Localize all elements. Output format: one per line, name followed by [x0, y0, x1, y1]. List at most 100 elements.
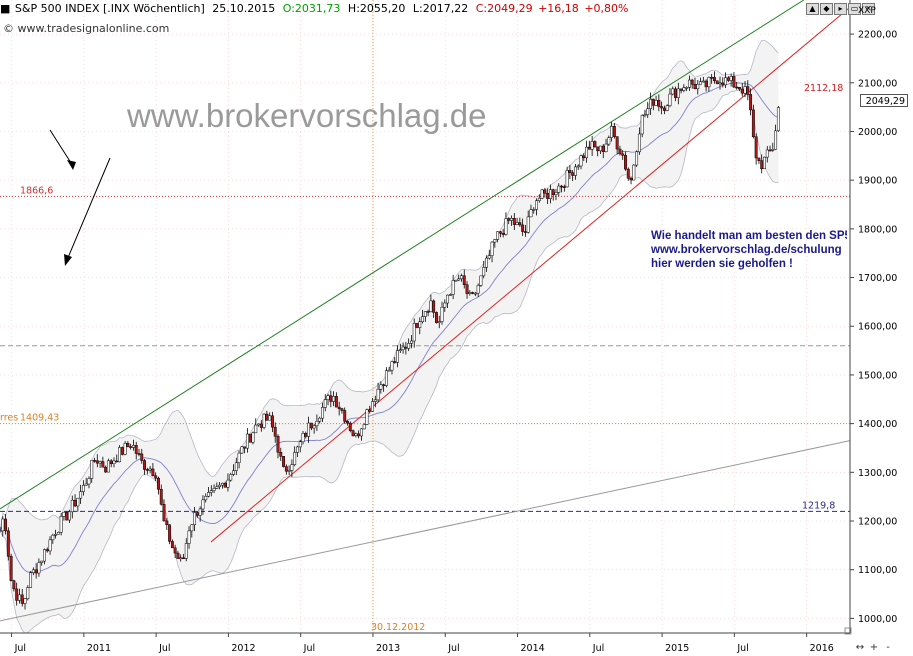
nav-close-button[interactable]: ✕	[862, 3, 875, 15]
candle-body	[465, 284, 469, 294]
header-change: +16,18	[538, 2, 579, 15]
y-tick-label: 2000,00	[858, 127, 897, 138]
candle-body	[157, 477, 160, 490]
candle-body	[229, 474, 233, 481]
candle-body	[326, 395, 330, 400]
candle-body	[162, 504, 166, 522]
candle-body	[273, 426, 277, 437]
candle-body	[396, 350, 399, 363]
candle-body	[307, 422, 311, 437]
candle-body	[126, 443, 130, 447]
candle-body	[234, 462, 238, 471]
candle-body	[215, 486, 219, 489]
candle-body	[309, 422, 313, 429]
candle-body	[95, 460, 99, 464]
arrow-head	[67, 160, 76, 170]
candle-body	[526, 216, 530, 233]
moving-average	[0, 82, 779, 573]
candle-body	[54, 534, 58, 536]
nav-forward-button[interactable]: ▸	[834, 3, 847, 15]
candle-body	[768, 149, 772, 152]
candle-body	[56, 531, 60, 535]
candle-body	[368, 409, 372, 412]
y-tick-label: 2100,00	[858, 78, 897, 89]
candle-body	[482, 267, 486, 277]
candle-body	[140, 453, 144, 461]
candle-body	[168, 524, 172, 542]
candle-body	[318, 417, 322, 422]
candle-body	[751, 109, 755, 138]
candle-body	[473, 292, 477, 295]
x-tick-label: 2016	[810, 643, 834, 654]
lower-band	[0, 90, 779, 634]
candle-body	[423, 311, 427, 317]
candle-body	[182, 557, 185, 560]
instrument-name: S&P 500 INDEX [.INX Wöchentlich]	[14, 2, 205, 15]
candle-body	[732, 76, 736, 88]
candle-body	[535, 200, 538, 210]
candle-body	[404, 346, 408, 349]
candle-body	[548, 189, 552, 199]
x-tick-label: 2011	[87, 643, 111, 654]
candle-body	[390, 361, 394, 371]
candle-body	[446, 294, 450, 304]
candle-body	[610, 126, 614, 138]
candle-body	[304, 433, 308, 437]
nav-diamond-button[interactable]: ◆	[820, 3, 833, 15]
candle-body	[560, 185, 564, 188]
candle-body	[718, 82, 722, 85]
candle-body	[490, 241, 494, 256]
trendline	[0, 0, 805, 510]
promo-line-2: www.brokervorschlag.de/schulung	[651, 244, 842, 256]
header-change-pct: +0,80%	[584, 2, 629, 15]
candle-body	[90, 460, 94, 479]
candle-body	[651, 98, 655, 106]
candle-body	[106, 460, 110, 473]
candle-body	[323, 399, 327, 408]
candle-body	[407, 343, 411, 349]
candle-body	[660, 106, 664, 109]
candle-body	[493, 239, 497, 243]
candle-body	[354, 433, 358, 436]
candle-body	[460, 275, 463, 280]
candle-body	[740, 88, 744, 94]
candle-body	[421, 316, 425, 322]
candle-body	[440, 306, 444, 322]
scroll-pan-button[interactable]: ↔	[855, 642, 865, 653]
candle-body	[12, 580, 16, 590]
nav-up-button[interactable]: ▲	[806, 3, 819, 15]
header-low: L:2017,22	[412, 2, 469, 15]
candle-body	[9, 556, 13, 581]
candle-body	[379, 384, 383, 390]
candle-body	[715, 80, 719, 84]
zoom-in-button[interactable]: +	[869, 642, 879, 653]
candle-body	[101, 461, 105, 468]
candle-body	[365, 409, 369, 425]
candle-body	[515, 222, 519, 225]
candle-body	[451, 280, 455, 295]
y-tick-label: 1400,00	[858, 419, 897, 430]
candle-body	[471, 292, 475, 294]
zoom-out-button[interactable]: -	[886, 642, 890, 653]
candle-body	[571, 172, 575, 176]
candle-body	[662, 107, 666, 111]
candle-body	[593, 141, 597, 148]
level-label: 1219,8	[802, 500, 835, 511]
header-arrow-icon[interactable]: ■	[0, 2, 11, 15]
candle-body	[293, 452, 297, 465]
nav-restore-button[interactable]: ▭	[848, 3, 861, 15]
candle-body	[193, 512, 197, 526]
x-tick-label: Jul	[14, 643, 26, 654]
candle-body	[207, 492, 210, 497]
candle-body	[776, 107, 780, 132]
candle-body	[551, 189, 555, 195]
arrow-line	[49, 129, 74, 167]
window-controls: ▲ ◆ ▸ ▭ ✕	[806, 3, 875, 15]
candle-body	[329, 395, 333, 402]
candle-body	[671, 88, 675, 95]
y-tick-label: 1800,00	[858, 224, 897, 235]
candle-body	[632, 164, 636, 181]
candle-body	[37, 562, 41, 574]
corner-label: XXP	[858, 6, 876, 16]
candle-body	[743, 86, 747, 94]
